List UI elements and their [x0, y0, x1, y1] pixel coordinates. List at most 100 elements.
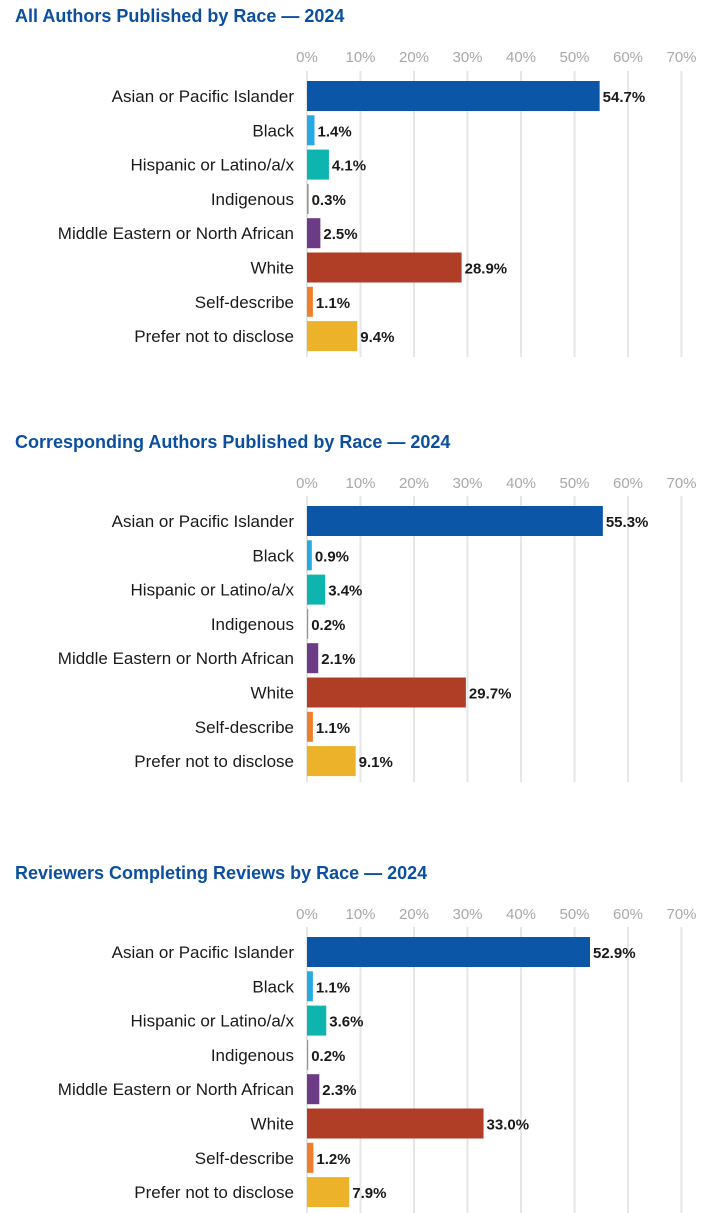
- tick-label: 20%: [399, 49, 429, 66]
- bar: [307, 1039, 309, 1070]
- chart-title: All Authors Published by Race — 2024: [15, 6, 344, 26]
- category-label: Prefer not to disclose: [134, 327, 294, 346]
- category-label: Indigenous: [211, 190, 294, 209]
- category-label: Black: [252, 121, 294, 140]
- value-label: 3.4%: [328, 583, 362, 600]
- bar: [307, 286, 313, 317]
- category-label: White: [251, 684, 294, 703]
- value-label: 4.1%: [332, 158, 366, 175]
- tick-label: 10%: [345, 906, 375, 923]
- bar: [307, 540, 312, 571]
- chart-title: Reviewers Completing Reviews by Race — 2…: [15, 863, 427, 883]
- chart-3: Reviewers Completing Reviews by Race — 2…: [15, 863, 697, 1213]
- value-label: 9.4%: [360, 329, 394, 346]
- value-label: 1.1%: [316, 295, 350, 312]
- bar: [307, 746, 356, 777]
- chart-1: All Authors Published by Race — 2024 0% 10…: [15, 6, 697, 358]
- chart-title: Corresponding Authors Published by Race …: [15, 432, 450, 452]
- bar: [307, 252, 462, 283]
- value-label: 33.0%: [487, 1117, 530, 1134]
- category-label: Self-describe: [195, 1149, 294, 1168]
- tick-label: 40%: [506, 49, 536, 66]
- value-label: 28.9%: [465, 261, 508, 278]
- value-label: 29.7%: [469, 686, 512, 703]
- tick-label: 0%: [296, 906, 318, 923]
- tick-label: 30%: [452, 49, 482, 66]
- tick-label: 0%: [296, 49, 318, 66]
- tick-label: 70%: [666, 49, 696, 66]
- category-label: Indigenous: [211, 615, 294, 634]
- tick-label: 20%: [399, 906, 429, 923]
- category-label: Middle Eastern or North African: [58, 1080, 294, 1099]
- category-label: Self-describe: [195, 718, 294, 737]
- category-label: Middle Eastern or North African: [58, 649, 294, 668]
- bar: [307, 1108, 484, 1139]
- bar: [307, 574, 326, 605]
- bar: [307, 608, 309, 639]
- bar: [307, 321, 358, 352]
- value-label: 55.3%: [606, 514, 649, 531]
- tick-label: 60%: [613, 475, 643, 492]
- value-label: 9.1%: [359, 754, 393, 771]
- tick-label: 0%: [296, 475, 318, 492]
- category-label: Indigenous: [211, 1046, 294, 1065]
- tick-label: 10%: [345, 49, 375, 66]
- tick-label: 50%: [559, 475, 589, 492]
- bar: [307, 677, 466, 708]
- tick-label: 30%: [452, 475, 482, 492]
- tick-label: 60%: [613, 906, 643, 923]
- bar: [307, 1005, 327, 1036]
- bar: [307, 81, 600, 111]
- bar: [307, 115, 315, 146]
- tick-label: 40%: [506, 906, 536, 923]
- tick-label: 30%: [452, 906, 482, 923]
- bar: [307, 218, 321, 249]
- bar: [307, 149, 329, 180]
- tick-label: 70%: [666, 475, 696, 492]
- tick-label: 60%: [613, 49, 643, 66]
- value-label: 2.1%: [321, 651, 355, 668]
- category-label: Middle Eastern or North African: [58, 224, 294, 243]
- value-label: 2.5%: [323, 226, 357, 243]
- value-label: 3.6%: [329, 1014, 363, 1031]
- bar: [307, 1074, 320, 1105]
- bar: [307, 506, 603, 536]
- category-label: Hispanic or Latino/a/x: [131, 581, 295, 600]
- category-label: White: [251, 259, 294, 278]
- category-label: Asian or Pacific Islander: [112, 512, 295, 531]
- category-label: Hispanic or Latino/a/x: [131, 156, 295, 175]
- tick-label: 40%: [506, 475, 536, 492]
- value-label: 2.3%: [322, 1082, 356, 1099]
- value-label: 7.9%: [352, 1185, 386, 1202]
- value-label: 1.1%: [316, 979, 350, 996]
- bar: [307, 643, 319, 674]
- value-label: 1.2%: [316, 1151, 350, 1168]
- category-label: Prefer not to disclose: [134, 752, 294, 771]
- chart-2: Corresponding Authors Published by Race …: [15, 432, 697, 783]
- category-label: White: [251, 1115, 294, 1134]
- value-label: 54.7%: [603, 89, 646, 106]
- value-label: 52.9%: [593, 945, 636, 962]
- value-label: 0.2%: [311, 1048, 345, 1065]
- value-label: 0.9%: [315, 548, 349, 565]
- bar: [307, 937, 591, 967]
- category-label: Asian or Pacific Islander: [112, 87, 295, 106]
- bar: [307, 971, 313, 1002]
- category-label: Prefer not to disclose: [134, 1183, 294, 1202]
- value-label: 0.2%: [311, 617, 345, 634]
- category-label: Black: [252, 546, 294, 565]
- value-label: 0.3%: [312, 192, 346, 209]
- category-label: Hispanic or Latino/a/x: [131, 1012, 295, 1031]
- tick-label: 20%: [399, 475, 429, 492]
- bar: [307, 183, 309, 214]
- category-label: Black: [252, 977, 294, 996]
- value-label: 1.1%: [316, 720, 350, 737]
- category-label: Asian or Pacific Islander: [112, 943, 295, 962]
- bar: [307, 711, 313, 742]
- tick-label: 50%: [559, 906, 589, 923]
- category-label: Self-describe: [195, 293, 294, 312]
- value-label: 1.4%: [317, 123, 351, 140]
- tick-label: 50%: [559, 49, 589, 66]
- bar: [307, 1142, 314, 1173]
- bar: [307, 1177, 350, 1208]
